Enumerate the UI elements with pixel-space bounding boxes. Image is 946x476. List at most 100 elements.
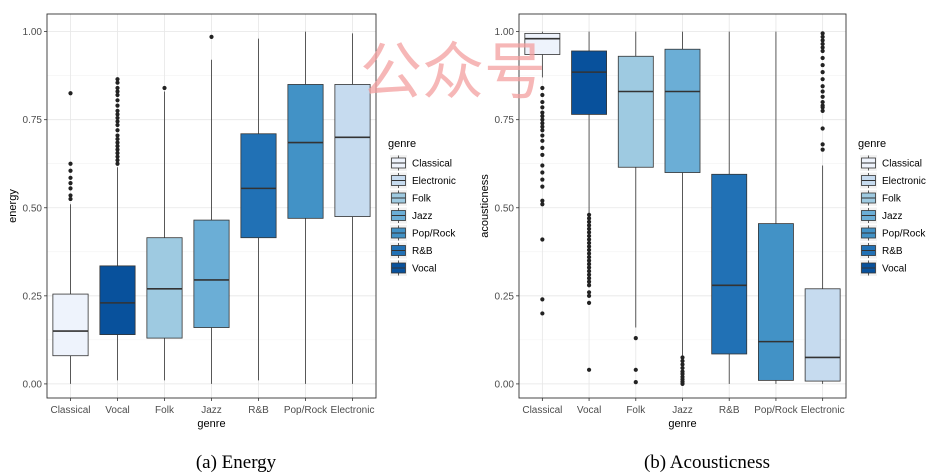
p2-outlier-point [540, 170, 545, 175]
p1-x-tick-label: Electronic [331, 405, 375, 416]
p1-y-tick-label: 0.00 [23, 379, 43, 390]
p2-outlier-point [680, 355, 685, 360]
p1-legend-label: R&B [412, 246, 433, 257]
p2-x-tick-label: Classical [522, 405, 562, 416]
p2-outlier-point [586, 262, 592, 267]
p2-box-vocal [571, 31, 607, 372]
p1-legend-label: Vocal [412, 264, 436, 275]
p2-outlier-point [540, 138, 545, 143]
p1-legend-label: Pop/Rock [412, 229, 456, 240]
p2-outlier-point [586, 219, 592, 224]
energy-panel: 0.00 0.25 0.50 0.75 1.00 Classical Vocal Folk Ja… [7, 13, 456, 430]
p2-legend-key-jazz [860, 207, 877, 224]
p2-outlier-point [820, 89, 825, 94]
p1-y-tick-label: 1.00 [23, 27, 43, 38]
p1-iqr-box [99, 265, 136, 335]
p2-box-r-b [711, 31, 748, 384]
p2-outlier-point [680, 381, 685, 387]
p1-box-folk [146, 85, 183, 381]
p2-outlier-point [586, 293, 592, 298]
p2-y-tick-label: 0.75 [495, 115, 515, 126]
p2-outlier-point [586, 247, 592, 253]
p2-outlier-point [586, 226, 592, 231]
p1-outlier-point [162, 85, 167, 91]
p2-outlier-point [540, 311, 545, 316]
p2-outlier-point [680, 358, 685, 364]
p2-outlier-point [586, 251, 592, 256]
p2-outlier-point [820, 38, 825, 43]
p1-y-tick-label: 0.75 [23, 115, 43, 126]
p2-box-folk [617, 31, 654, 385]
p2-outlier-point [540, 128, 545, 133]
watermark: 公众号 [360, 35, 546, 108]
p1-outlier-point [115, 92, 120, 98]
p1-outlier-point [115, 89, 120, 94]
p2-iqr-box [617, 55, 654, 168]
p1-box-r-b [240, 38, 277, 381]
p1-legend-key-jazz [390, 207, 407, 224]
p1-outlier-point [68, 193, 73, 198]
p2-outlier-point [586, 223, 592, 228]
p1-iqr-box [193, 219, 230, 328]
p2-outlier-point [586, 233, 592, 239]
p2-outlier-point [820, 108, 825, 113]
p2-outlier-point [586, 216, 592, 221]
p1-outlier-point [115, 77, 120, 82]
p2-outlier-point [586, 272, 592, 277]
p1-box-vocal [99, 77, 136, 381]
p2-outlier-point [540, 117, 545, 122]
p2-outlier-point [820, 70, 825, 75]
p1-x-axis-title: genre [197, 418, 225, 430]
p2-outlier-point [586, 367, 592, 372]
p1-legend-key-pop-rock [390, 225, 407, 241]
p2-outlier-point [820, 77, 825, 82]
p2-outlier-point [820, 126, 825, 131]
p2-outlier-point [586, 244, 592, 249]
caption-a: (a) Energy [196, 452, 277, 473]
p2-legend-label: Classical [882, 159, 922, 170]
p1-legend-title: genre [388, 138, 416, 150]
p1-outlier-point [115, 144, 120, 149]
p2-legend-label: Folk [882, 194, 902, 205]
p2-legend-key-r-b [860, 242, 877, 259]
p2-iqr-box [804, 288, 841, 382]
p2-outlier-point [680, 362, 685, 367]
p2-outlier-point [586, 276, 592, 281]
p1-outlier-point [115, 108, 120, 113]
p2-y-tick-label: 1.00 [495, 27, 515, 38]
p1-x-tick-label: Classical [50, 405, 90, 416]
p1-outlier-point [115, 154, 120, 159]
p1-outlier-point [115, 103, 120, 108]
p2-outlier-point [586, 212, 592, 217]
caption-b: (b) Acousticness [644, 452, 770, 473]
p2-outlier-point [586, 254, 592, 260]
p2-outlier-point [820, 84, 825, 89]
p2-x-axis-title: genre [668, 418, 696, 430]
p1-legend-label: Jazz [412, 211, 433, 222]
p1-y-tick-label: 0.50 [23, 203, 43, 214]
p2-iqr-box [711, 173, 748, 355]
p1-box-electronic [334, 33, 371, 384]
p1-outlier-point [68, 196, 73, 202]
p2-outlier-point [820, 31, 825, 36]
p1-iqr-box [146, 237, 183, 339]
p2-outlier-point [820, 41, 825, 47]
p2-legend-key-folk [860, 190, 877, 206]
p1-iqr-box [240, 133, 277, 239]
p1-box-jazz [193, 34, 230, 384]
p2-box-classical [524, 31, 561, 316]
p1-y-axis-title: energy [7, 189, 19, 223]
p2-outlier-point [540, 152, 545, 158]
p1-iqr-box [287, 84, 324, 219]
p2-legend-label: Electronic [882, 176, 926, 187]
p1-outlier-point [115, 151, 120, 156]
p1-legend-label: Folk [412, 194, 432, 205]
p2-outlier-point [586, 269, 592, 274]
p1-legend-key-r-b [390, 242, 407, 259]
p2-outlier-point [540, 110, 545, 115]
p2-outlier-point [540, 124, 545, 129]
p2-y-tick-label: 0.00 [495, 379, 515, 390]
p2-outlier-point [586, 237, 592, 242]
p2-box-electronic [804, 31, 841, 384]
p1-x-tick-label: Folk [155, 405, 175, 416]
